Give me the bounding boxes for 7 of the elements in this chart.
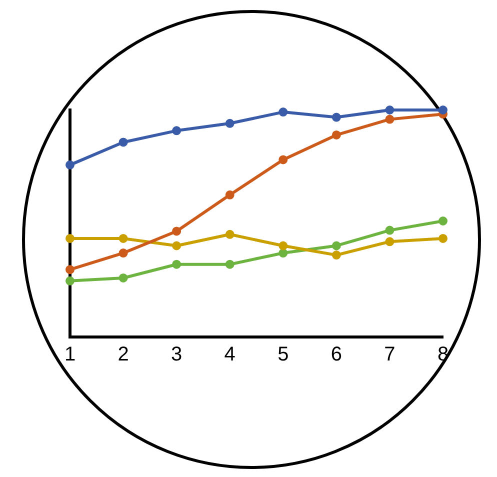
x-tick-label: 3: [171, 344, 182, 366]
x-tick-label: 5: [278, 344, 289, 366]
x-tick-label: 2: [118, 344, 129, 366]
x-tick-label: 4: [224, 344, 236, 366]
x-tick-label: 6: [330, 344, 342, 366]
x-tick-label: 7: [384, 344, 396, 366]
x-tick-label: 1: [64, 344, 76, 366]
